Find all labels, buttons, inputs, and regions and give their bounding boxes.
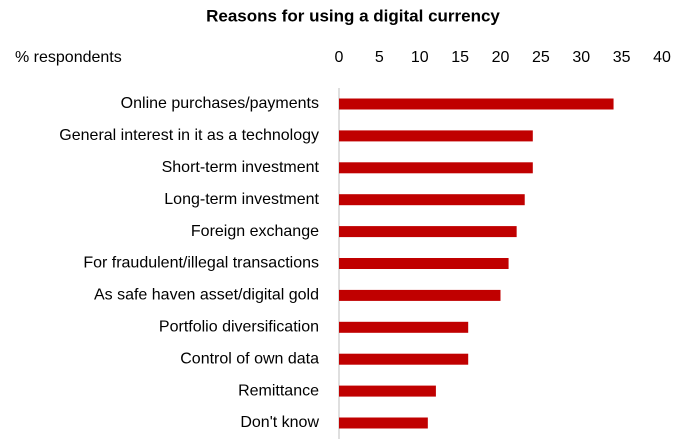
bar	[339, 98, 614, 110]
y-tick-label: General interest in it as a technology	[59, 127, 319, 144]
x-tick-label: 15	[451, 49, 469, 66]
bar	[339, 130, 533, 142]
bar	[339, 258, 509, 269]
x-tick-label: 35	[613, 49, 631, 66]
x-tick-label: 40	[653, 49, 671, 66]
y-tick-label: Don't know	[240, 414, 319, 431]
chart-title: Reasons for using a digital currency	[206, 6, 500, 25]
y-tick-label: Long-term investment	[164, 191, 319, 208]
x-tick-label: 5	[375, 49, 384, 66]
axis-label: % respondents	[15, 49, 122, 66]
y-tick-label: Online purchases/payments	[121, 95, 319, 112]
y-tick-label: For fraudulent/illegal transactions	[83, 255, 319, 272]
bar	[339, 321, 469, 333]
x-tick-label: 10	[411, 49, 429, 66]
bar	[339, 194, 525, 206]
bar	[339, 385, 436, 397]
x-tick-label: 0	[335, 49, 344, 66]
bar	[339, 289, 501, 301]
x-tick-label: 30	[572, 49, 590, 66]
bar	[339, 417, 428, 429]
y-tick-label: Foreign exchange	[191, 223, 319, 240]
x-tick-label: 20	[492, 49, 510, 66]
bar	[339, 226, 517, 238]
bar	[339, 162, 533, 174]
bar	[339, 353, 469, 365]
y-tick-label: Remittance	[238, 382, 319, 399]
x-tick-label: 25	[532, 49, 550, 66]
y-tick-label: Portfolio diversification	[159, 319, 319, 336]
y-tick-label: As safe haven asset/digital gold	[94, 287, 319, 304]
y-tick-label: Control of own data	[180, 350, 319, 367]
y-tick-label: Short-term investment	[162, 159, 320, 176]
